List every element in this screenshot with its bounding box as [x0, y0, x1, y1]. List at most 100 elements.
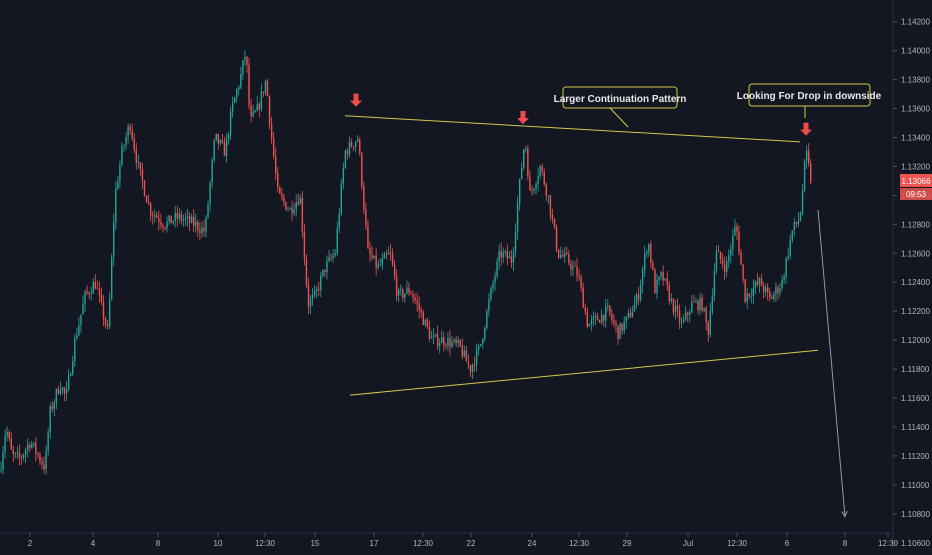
candle-body	[152, 215, 154, 217]
y-tick-label: 1.12800	[901, 220, 930, 229]
candle-body	[732, 235, 734, 250]
candle-body	[231, 102, 234, 112]
candle-body	[24, 450, 27, 455]
candle-body	[131, 130, 133, 139]
candle-body	[750, 295, 752, 297]
x-tick-label: 12:30	[569, 539, 590, 548]
x-tick-label: 8	[156, 539, 161, 548]
candle-body	[238, 87, 240, 90]
candle-body	[156, 215, 158, 218]
candle-body	[436, 334, 439, 347]
y-tick-label: 1.13800	[901, 76, 930, 85]
candle-body	[86, 291, 88, 293]
countdown-bg	[900, 188, 932, 200]
candle-body	[283, 197, 285, 202]
candle-body	[574, 265, 576, 267]
candle-body	[588, 324, 591, 327]
candle-body	[650, 244, 652, 263]
candle-body	[361, 153, 363, 187]
candle-body	[781, 279, 783, 289]
candle-body	[797, 220, 800, 224]
candle-body	[346, 150, 349, 155]
candle-body	[100, 294, 103, 302]
candle-body	[207, 203, 209, 218]
candle-body	[354, 141, 357, 147]
candle-body	[176, 213, 178, 219]
candle-body	[170, 215, 172, 224]
candle-body	[203, 227, 205, 232]
candle-body	[217, 133, 219, 144]
candle-body	[428, 326, 431, 339]
candle-body	[676, 305, 679, 311]
x-tick-label: 10	[214, 539, 223, 548]
candle-body	[590, 319, 593, 325]
candle-body	[793, 221, 796, 231]
candle-body	[31, 444, 33, 448]
candle-body	[516, 204, 519, 232]
candle-body	[752, 287, 755, 296]
y-tick-label: 1.11600	[901, 394, 930, 403]
candle-body	[580, 277, 582, 288]
candle-body	[611, 313, 613, 320]
candle-body	[213, 140, 215, 161]
candle-body	[106, 324, 109, 327]
candle-body	[334, 253, 336, 256]
candle-body	[697, 300, 699, 311]
candle-body	[726, 261, 728, 273]
candle-body	[129, 126, 131, 131]
candle-body	[777, 287, 779, 293]
candle-body	[139, 162, 142, 170]
candle-body	[512, 251, 515, 263]
callout-larger-continuation[interactable]: Larger Continuation Pattern	[554, 86, 687, 128]
candle-body	[709, 311, 711, 335]
candle-body	[281, 193, 283, 198]
candle-body	[16, 452, 19, 454]
candle-body	[270, 124, 273, 138]
candle-body	[557, 249, 560, 258]
y-tick-label: 1.13600	[901, 105, 930, 114]
x-tick-label: 29	[623, 539, 632, 548]
candle-body	[78, 324, 80, 336]
candle-body	[789, 239, 791, 256]
candle-body	[545, 184, 547, 196]
candle-body	[8, 431, 10, 439]
candle-body	[383, 254, 386, 259]
candle-body	[389, 252, 392, 254]
projection-arrowhead-icon	[841, 510, 848, 518]
candle-body	[426, 319, 429, 327]
x-tick-label: 22	[467, 539, 476, 548]
candle-body	[494, 275, 496, 284]
candle-body	[445, 345, 447, 346]
candle-body	[422, 312, 424, 325]
candle-body	[584, 307, 586, 312]
candle-body	[266, 80, 269, 97]
candle-body	[264, 80, 267, 93]
candle-body	[687, 312, 689, 315]
candle-body	[59, 390, 62, 394]
callout-looking-drop[interactable]: Looking For Drop in downside	[737, 83, 882, 118]
candle-body	[617, 325, 619, 340]
candle-body	[223, 142, 226, 157]
candle-body	[162, 224, 164, 228]
candle-body	[299, 197, 301, 205]
y-tick-label: 1.12000	[901, 336, 930, 345]
candle-body	[104, 318, 107, 325]
candle-body	[375, 255, 377, 268]
candle-body	[801, 190, 804, 214]
last-price-label: 1.13066 09:53	[900, 174, 932, 200]
candle-body	[803, 160, 806, 191]
candle-body	[490, 287, 492, 300]
candle-body	[408, 287, 410, 293]
x-tick-label: 2	[28, 539, 33, 548]
candle-body	[359, 139, 361, 154]
candle-body	[721, 259, 724, 265]
candle-body	[63, 387, 66, 394]
candle-body	[275, 155, 277, 174]
x-axis[interactable]: 2 4 8 10 12:30 15 17 12:30 22 24 12:30 29 Jul 12:30 6 8…	[28, 533, 899, 548]
candle-body	[211, 160, 213, 183]
candle-body	[367, 225, 369, 248]
candle-body	[484, 328, 486, 339]
candle-body	[285, 201, 287, 210]
